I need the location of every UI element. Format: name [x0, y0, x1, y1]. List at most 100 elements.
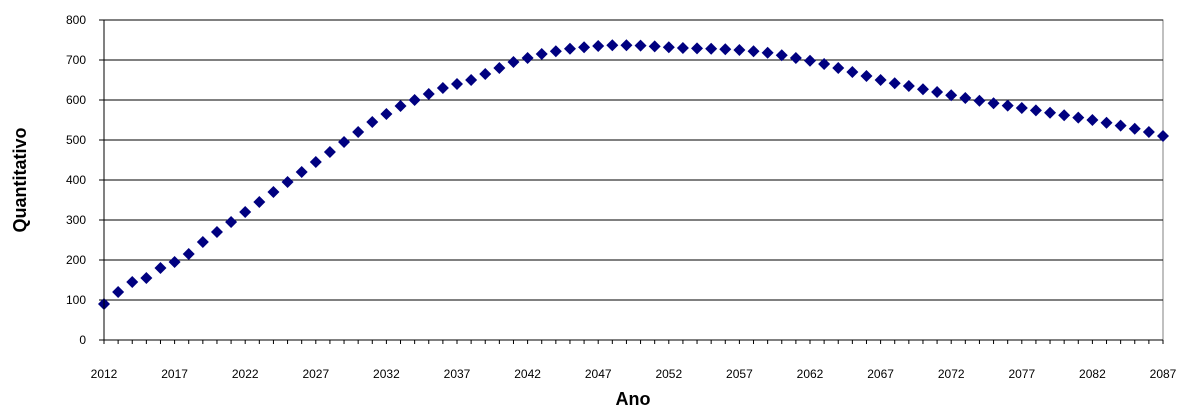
data-point	[408, 94, 421, 106]
data-point	[874, 74, 887, 86]
y-axis-ticks: 0 100 200 300 400 500 600 700 800	[66, 13, 104, 347]
data-point	[196, 236, 209, 248]
data-point	[945, 89, 958, 102]
data-point	[1044, 106, 1057, 119]
data-point	[338, 136, 351, 148]
data-point	[1157, 130, 1169, 142]
x-axis-ticks: 2012 2017 2022 2027 2032 2037 2042 2047 2052 2057…	[91, 340, 1177, 381]
y-tick-label: 400	[66, 173, 86, 187]
data-point	[733, 44, 746, 56]
data-points	[98, 39, 1169, 310]
data-point	[592, 40, 605, 52]
data-point	[691, 42, 704, 55]
x-tick-label: 2077	[1008, 367, 1035, 381]
data-point	[1142, 126, 1155, 138]
data-point	[818, 58, 831, 70]
data-point	[747, 45, 760, 58]
data-point	[719, 43, 732, 56]
data-point	[521, 52, 534, 64]
data-point	[323, 146, 336, 158]
x-tick-label: 2042	[514, 367, 541, 381]
data-point	[309, 156, 322, 168]
data-point	[676, 42, 689, 54]
x-tick-label: 2082	[1079, 367, 1106, 381]
y-axis-title: Quantitativo	[10, 127, 30, 232]
data-point	[832, 62, 845, 74]
data-point	[126, 276, 139, 288]
y-tick-label: 200	[66, 253, 86, 267]
data-point	[1114, 119, 1127, 132]
data-point	[705, 42, 718, 55]
x-tick-label: 2087	[1150, 367, 1177, 381]
data-point	[1086, 114, 1099, 126]
data-point	[846, 66, 859, 78]
x-tick-label: 2072	[938, 367, 965, 381]
y-tick-label: 700	[66, 53, 86, 67]
data-point	[225, 216, 238, 228]
data-point	[1072, 111, 1085, 124]
data-point	[902, 80, 915, 92]
data-point	[888, 77, 901, 90]
data-point	[493, 62, 506, 74]
data-point	[578, 41, 591, 54]
data-point	[973, 94, 986, 107]
data-point	[761, 46, 774, 59]
data-point	[112, 286, 125, 298]
data-point	[563, 42, 576, 55]
data-point	[1100, 116, 1113, 129]
data-point	[352, 126, 365, 138]
x-tick-label: 2047	[585, 367, 612, 381]
data-point	[507, 56, 520, 68]
data-point	[210, 226, 223, 238]
data-point	[253, 196, 266, 208]
data-point	[451, 78, 463, 90]
data-point	[804, 54, 816, 67]
x-tick-label: 2067	[867, 367, 894, 381]
data-point	[1058, 109, 1071, 122]
data-point	[182, 248, 195, 260]
x-tick-label: 2017	[161, 367, 188, 381]
x-tick-label: 2062	[797, 367, 824, 381]
y-tick-label: 100	[66, 293, 86, 307]
data-point	[1001, 99, 1014, 112]
data-point	[535, 48, 548, 60]
data-point	[1029, 104, 1042, 117]
data-point	[140, 272, 153, 284]
data-point	[479, 68, 492, 80]
data-point	[634, 39, 647, 52]
data-point	[465, 74, 478, 86]
data-point	[168, 256, 181, 268]
data-point	[366, 116, 379, 128]
data-point	[394, 100, 407, 112]
x-tick-label: 2037	[444, 367, 471, 381]
data-point	[620, 39, 633, 52]
data-point	[648, 40, 661, 53]
data-point	[422, 88, 435, 100]
data-point	[239, 206, 252, 218]
x-tick-label: 2052	[655, 367, 682, 381]
data-point	[281, 176, 294, 188]
data-point	[789, 52, 802, 64]
y-tick-label: 600	[66, 93, 86, 107]
data-point	[987, 97, 1000, 110]
x-tick-label: 2022	[232, 367, 259, 381]
x-tick-label: 2057	[726, 367, 753, 381]
data-point	[662, 41, 675, 54]
data-point	[959, 92, 972, 104]
data-point	[916, 83, 929, 96]
x-tick-label: 2012	[91, 367, 118, 381]
y-tick-label: 0	[79, 333, 86, 347]
data-point	[860, 70, 873, 82]
data-point	[1128, 122, 1141, 135]
y-tick-label: 800	[66, 13, 86, 27]
y-tick-label: 500	[66, 133, 86, 147]
grid-lines	[104, 19, 1163, 301]
data-point	[931, 86, 944, 98]
x-tick-label: 2032	[373, 367, 400, 381]
data-point	[380, 108, 393, 120]
x-tick-label: 2027	[302, 367, 329, 381]
data-point	[1015, 102, 1028, 114]
data-point	[267, 186, 280, 198]
data-point	[154, 262, 167, 274]
